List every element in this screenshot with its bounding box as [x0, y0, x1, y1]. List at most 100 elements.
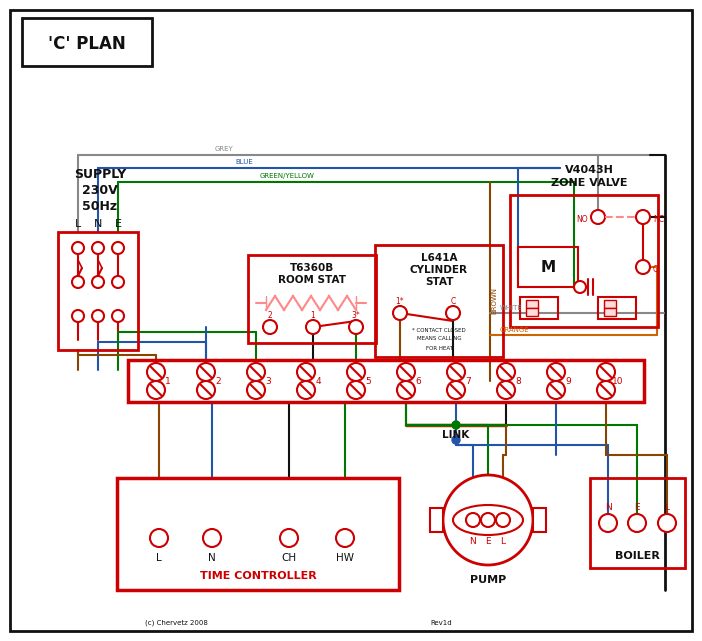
Text: 3*: 3* [352, 310, 360, 319]
Circle shape [574, 281, 586, 293]
Text: BLUE: BLUE [235, 159, 253, 165]
Text: E: E [485, 538, 491, 547]
Circle shape [397, 363, 415, 381]
Text: N: N [94, 219, 102, 229]
Circle shape [347, 363, 365, 381]
Text: STAT: STAT [425, 277, 453, 287]
Bar [128, 360, 644, 402]
Circle shape [150, 529, 168, 547]
Bar [375, 245, 503, 357]
Circle shape [112, 242, 124, 254]
Circle shape [466, 513, 480, 527]
Bar [58, 232, 138, 350]
Circle shape [447, 381, 465, 399]
Circle shape [297, 381, 315, 399]
Circle shape [92, 276, 104, 288]
Text: ROOM STAT: ROOM STAT [278, 275, 346, 285]
Bar [598, 297, 636, 319]
Circle shape [247, 363, 265, 381]
Text: NC: NC [653, 215, 664, 224]
Text: GREY: GREY [215, 146, 234, 152]
Text: L641A: L641A [420, 253, 457, 263]
Text: * CONTACT CLOSED: * CONTACT CLOSED [412, 328, 466, 333]
Circle shape [497, 363, 515, 381]
Text: PUMP: PUMP [470, 575, 506, 585]
Circle shape [147, 363, 165, 381]
Circle shape [197, 381, 215, 399]
Bar [518, 247, 578, 287]
Circle shape [397, 381, 415, 399]
Text: FOR HEAT: FOR HEAT [425, 345, 453, 351]
Text: 7: 7 [465, 376, 471, 385]
Text: Rev1d: Rev1d [430, 620, 451, 626]
Circle shape [72, 310, 84, 322]
Text: TIME CONTROLLER: TIME CONTROLLER [199, 571, 317, 581]
Text: N: N [470, 538, 477, 547]
Circle shape [112, 276, 124, 288]
Circle shape [72, 242, 84, 254]
Text: SUPPLY: SUPPLY [74, 169, 126, 181]
Circle shape [597, 363, 615, 381]
Text: CH: CH [282, 553, 296, 563]
Text: L: L [665, 503, 670, 513]
Text: 2: 2 [267, 310, 272, 319]
Bar [510, 195, 658, 327]
Circle shape [306, 320, 320, 334]
Ellipse shape [453, 505, 523, 535]
Text: E: E [114, 219, 121, 229]
Circle shape [481, 513, 495, 527]
Circle shape [197, 363, 215, 381]
Circle shape [636, 210, 650, 224]
Circle shape [452, 436, 460, 444]
Bar [526, 300, 538, 308]
Circle shape [597, 381, 615, 399]
Circle shape [147, 381, 165, 399]
Text: BOILER: BOILER [615, 551, 660, 561]
Circle shape [247, 381, 265, 399]
Text: 3: 3 [265, 376, 271, 385]
Text: GREEN/YELLOW: GREEN/YELLOW [260, 173, 315, 179]
Text: 2: 2 [216, 376, 221, 385]
Circle shape [112, 310, 124, 322]
Text: C: C [653, 265, 658, 274]
Text: V4043H: V4043H [564, 165, 614, 175]
Text: LINK: LINK [442, 430, 470, 440]
Text: 50Hz: 50Hz [82, 201, 117, 213]
Circle shape [452, 421, 460, 429]
Text: 6: 6 [415, 376, 421, 385]
Circle shape [446, 306, 460, 320]
Text: 1*: 1* [396, 297, 404, 306]
Circle shape [599, 514, 617, 532]
Bar [604, 300, 616, 308]
Text: 1: 1 [165, 376, 171, 385]
Bar [430, 508, 443, 532]
Circle shape [497, 381, 515, 399]
Text: L: L [156, 553, 162, 563]
Text: E: E [634, 503, 640, 513]
Text: T6360B: T6360B [290, 263, 334, 273]
Text: 10: 10 [612, 376, 624, 385]
Text: 5: 5 [365, 376, 371, 385]
Bar [22, 18, 152, 66]
Text: 8: 8 [515, 376, 521, 385]
Text: ZONE VALVE: ZONE VALVE [551, 178, 628, 188]
Circle shape [280, 529, 298, 547]
Bar [526, 308, 538, 316]
Text: N: N [208, 553, 216, 563]
Circle shape [628, 514, 646, 532]
Circle shape [658, 514, 676, 532]
Circle shape [591, 210, 605, 224]
Text: C: C [451, 297, 456, 306]
Text: WHITE: WHITE [500, 305, 523, 311]
Circle shape [72, 276, 84, 288]
Text: 'C' PLAN: 'C' PLAN [48, 35, 126, 53]
Text: MEANS CALLING: MEANS CALLING [417, 337, 461, 342]
Circle shape [547, 363, 565, 381]
Bar [117, 478, 399, 590]
Text: (c) Chervetz 2008: (c) Chervetz 2008 [145, 620, 208, 626]
Bar [520, 297, 558, 319]
Text: L: L [75, 219, 81, 229]
Circle shape [443, 475, 533, 565]
Circle shape [92, 242, 104, 254]
Bar [604, 308, 616, 316]
